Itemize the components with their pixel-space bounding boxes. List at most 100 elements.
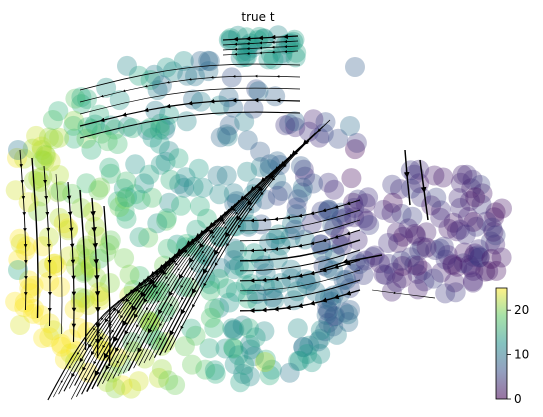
cell-point	[381, 203, 402, 224]
cell-point	[233, 364, 254, 384]
streamline	[31, 157, 39, 319]
streamline	[222, 50, 299, 56]
cell-point	[455, 224, 476, 245]
cell-point	[475, 261, 496, 282]
cell-point	[341, 168, 362, 189]
cell-point	[460, 257, 481, 278]
cell-point	[472, 183, 493, 204]
cell-point	[149, 119, 170, 140]
cell-point	[430, 207, 451, 228]
cell-point	[340, 116, 360, 136]
cell-point	[293, 336, 314, 357]
cell-point	[405, 223, 425, 244]
cell-point	[48, 101, 69, 122]
cell-point	[469, 247, 490, 268]
cell-point	[237, 161, 258, 182]
cell-point	[286, 42, 307, 63]
cell-point	[425, 240, 446, 260]
cell-point	[77, 89, 97, 109]
cell-point	[267, 185, 288, 206]
streamline	[66, 181, 77, 343]
colorbar-tick-label: 10	[514, 348, 529, 362]
cell-point	[386, 222, 407, 243]
cell-point	[426, 187, 447, 208]
cell-point	[239, 366, 260, 387]
cell-point	[216, 165, 237, 186]
cell-point	[430, 238, 451, 259]
cell-point	[34, 151, 55, 171]
cell-point	[43, 320, 64, 341]
cell-point	[485, 234, 506, 255]
cell-point	[181, 318, 202, 339]
cell-point	[442, 255, 463, 276]
cell-point	[328, 128, 349, 149]
cell-point	[238, 216, 259, 237]
cell-point	[347, 189, 368, 210]
cell-point	[373, 199, 394, 220]
cell-point	[210, 127, 231, 148]
cell-point	[28, 201, 48, 222]
cell-point	[43, 129, 64, 150]
cell-point	[243, 98, 264, 119]
cell-point	[125, 154, 146, 175]
cell-point	[484, 207, 505, 228]
cell-point	[471, 194, 492, 215]
cell-point	[253, 255, 274, 276]
cell-point	[450, 172, 471, 193]
cell-point	[50, 181, 71, 202]
cell-point	[443, 212, 464, 233]
cell-point	[431, 200, 451, 221]
cell-point	[8, 260, 28, 280]
cell-point	[40, 151, 61, 172]
cell-point	[255, 352, 275, 372]
cell-point	[452, 164, 473, 185]
cell-point	[324, 179, 345, 200]
cell-point	[261, 359, 282, 380]
cell-point	[96, 77, 117, 98]
streamline	[43, 165, 52, 327]
cell-point	[345, 139, 365, 160]
cell-point	[100, 163, 121, 184]
cell-point	[345, 57, 365, 77]
cell-point	[199, 51, 220, 72]
cell-point	[438, 218, 459, 239]
cell-point	[381, 281, 402, 302]
cell-point	[275, 115, 296, 136]
cell-point	[10, 315, 30, 335]
cell-point	[218, 87, 239, 108]
cell-point	[77, 117, 98, 138]
cell-point	[373, 264, 394, 285]
streamline	[79, 74, 301, 103]
cell-point	[402, 206, 423, 227]
cell-point	[447, 256, 468, 277]
cell-point	[416, 237, 437, 258]
cell-point	[424, 165, 445, 186]
cell-point	[357, 210, 377, 231]
cell-point	[155, 119, 175, 140]
cell-point	[14, 292, 35, 313]
cell-point	[255, 349, 276, 370]
colorbar-gradient	[496, 288, 507, 399]
cell-point	[326, 324, 347, 345]
streamline	[222, 45, 299, 51]
streamline	[90, 197, 101, 359]
cell-point	[189, 196, 210, 217]
cell-point	[308, 331, 329, 352]
colorbar-tick-label: 0	[514, 392, 522, 406]
cell-point	[390, 179, 410, 199]
cell-point	[462, 271, 483, 292]
streamline	[371, 289, 436, 299]
cell-point	[459, 255, 480, 275]
cell-point	[279, 362, 300, 383]
cell-point	[65, 256, 86, 277]
cell-point	[310, 328, 331, 349]
cell-point	[404, 164, 425, 185]
cell-point	[315, 112, 336, 133]
cell-point	[382, 192, 403, 213]
cell-point	[346, 132, 367, 153]
cell-point	[39, 271, 60, 292]
streamline	[239, 199, 361, 223]
cell-point	[36, 146, 57, 166]
cell-point	[48, 182, 68, 203]
streamline	[222, 34, 299, 42]
